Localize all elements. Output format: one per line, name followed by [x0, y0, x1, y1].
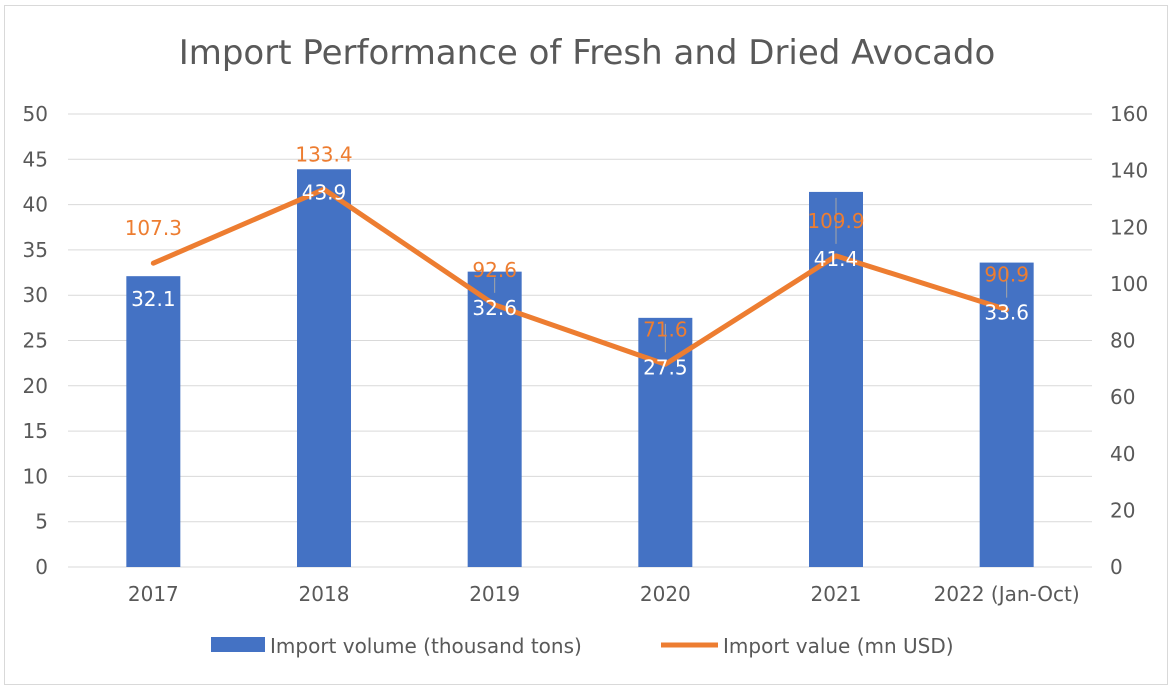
bar-data-label: 32.6 — [472, 296, 517, 320]
bar-data-label: 32.1 — [131, 287, 176, 311]
left-tick-label: 35 — [23, 238, 48, 262]
x-tick-label: 2018 — [299, 582, 350, 606]
line-data-label: 109.9 — [807, 209, 864, 233]
left-tick-label: 40 — [23, 193, 48, 217]
line-data-labels: 107.3 133.4 92.6 71.6 109.9 90.9 — [125, 142, 1029, 341]
right-tick-label: 80 — [1110, 329, 1135, 353]
value-line — [150, 186, 1010, 367]
bar-data-label: 27.5 — [643, 355, 688, 379]
x-tick-label: 2022 (Jan-Oct) — [934, 582, 1080, 606]
line-series — [150, 186, 1010, 367]
chart-frame — [4, 5, 1168, 685]
line-data-label: 107.3 — [125, 216, 182, 240]
left-axis-ticks: 0 5 10 15 20 25 30 35 40 45 50 — [23, 102, 48, 579]
right-tick-label: 0 — [1110, 555, 1123, 579]
left-tick-label: 25 — [23, 329, 48, 353]
x-tick-label: 2020 — [640, 582, 691, 606]
left-tick-label: 0 — [35, 555, 48, 579]
line-data-label: 133.4 — [295, 142, 352, 166]
right-tick-label: 60 — [1110, 385, 1135, 409]
left-tick-label: 30 — [23, 283, 48, 307]
legend-label-volume: Import volume (thousand tons) — [270, 634, 582, 658]
legend-swatch-volume — [211, 637, 265, 652]
right-tick-label: 120 — [1110, 215, 1148, 239]
right-tick-label: 20 — [1110, 498, 1135, 522]
x-tick-label: 2019 — [469, 582, 520, 606]
bar-series — [126, 169, 1034, 568]
x-axis-ticks: 2017 2018 2019 2020 2021 2022 (Jan-Oct) — [128, 582, 1080, 606]
bar-data-label: 43.9 — [302, 180, 347, 204]
line-data-label: 90.9 — [984, 263, 1029, 287]
bar — [979, 262, 1034, 567]
right-axis-ticks: 0 20 40 60 80 100 120 140 160 — [1110, 102, 1148, 579]
bar — [467, 271, 522, 567]
legend: Import volume (thousand tons) Import val… — [211, 634, 954, 658]
x-tick-label: 2021 — [811, 582, 862, 606]
left-tick-label: 45 — [23, 147, 48, 171]
left-tick-label: 5 — [35, 510, 48, 534]
line-data-label: 92.6 — [472, 258, 517, 282]
leader-lines — [494, 197, 1008, 353]
right-tick-label: 100 — [1110, 272, 1148, 296]
right-tick-label: 160 — [1110, 102, 1148, 126]
legend-label-value: Import value (mn USD) — [723, 634, 954, 658]
bar-data-labels: 32.1 43.9 32.6 27.5 41.4 33.6 — [131, 180, 1029, 379]
right-tick-label: 140 — [1110, 159, 1148, 183]
bar-data-label: 33.6 — [984, 301, 1029, 325]
line-data-label: 71.6 — [643, 317, 688, 341]
left-tick-label: 15 — [23, 419, 48, 443]
x-tick-label: 2017 — [128, 582, 179, 606]
gridlines — [68, 113, 1092, 568]
chart-title: Import Performance of Fresh and Dried Av… — [179, 33, 996, 73]
bar — [126, 276, 181, 567]
bar-data-label: 41.4 — [814, 247, 859, 271]
left-tick-label: 50 — [23, 102, 48, 126]
right-tick-label: 40 — [1110, 442, 1135, 466]
left-tick-label: 20 — [23, 374, 48, 398]
left-tick-label: 10 — [23, 464, 48, 488]
bar — [297, 169, 351, 568]
